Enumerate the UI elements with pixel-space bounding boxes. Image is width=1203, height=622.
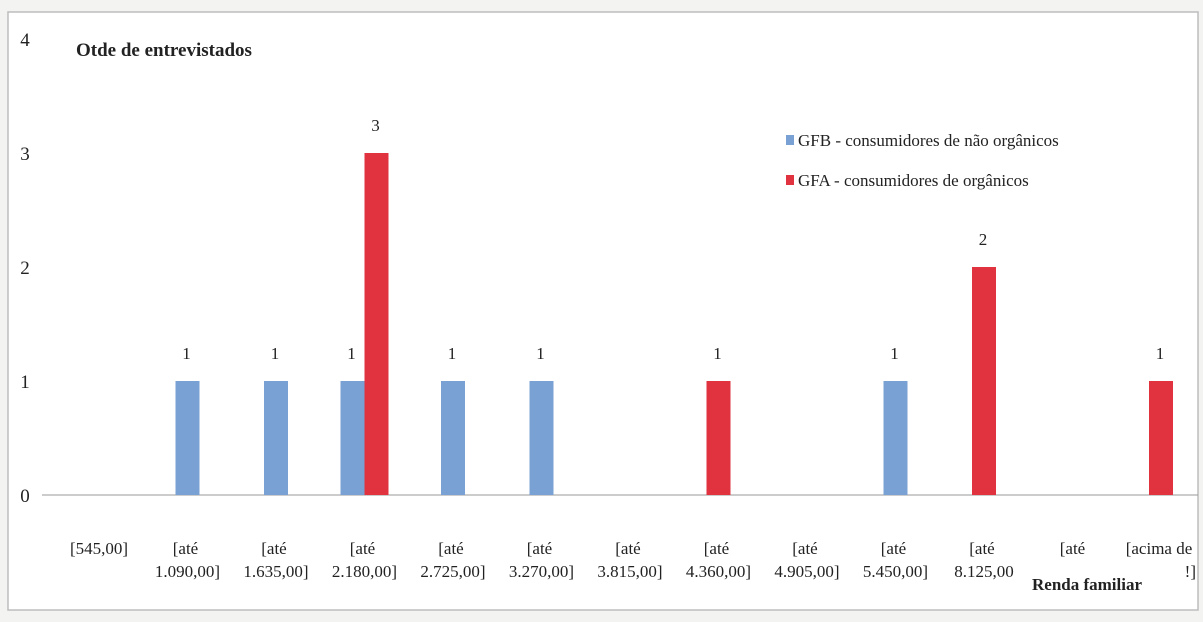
x-tick-label: 4.905,00] — [774, 562, 839, 581]
y-axis-ticks: 0 1 2 3 4 — [20, 30, 30, 507]
x-tick-label: 4.360,00] — [686, 562, 751, 581]
bar-gfb — [340, 381, 365, 495]
bars — [175, 153, 1173, 495]
x-tick-label: [545,00] — [70, 539, 128, 558]
bar-gfa — [706, 381, 731, 495]
x-tick-label: 1.635,00] — [243, 562, 308, 581]
data-label: 1 — [1156, 344, 1165, 363]
data-label: 1 — [890, 344, 899, 363]
bar-gfa — [972, 267, 996, 495]
x-tick-label: 3.270,00] — [509, 562, 574, 581]
bar-gfb — [175, 381, 200, 495]
x-tick-label: 1.090,00] — [155, 562, 220, 581]
x-tick-label: [até — [615, 539, 640, 558]
x-tick-label: [até — [881, 539, 906, 558]
x-tick-label: 2.180,00] — [332, 562, 397, 581]
legend-swatch — [786, 135, 794, 145]
bar-gfb — [264, 381, 288, 495]
chart-title: Otde de entrevistados — [76, 40, 252, 61]
x-tick-label: [até — [350, 539, 375, 558]
y-tick-label: 3 — [20, 144, 30, 165]
x-axis-title: Renda familiar — [1032, 575, 1142, 594]
data-label: 3 — [371, 116, 380, 135]
x-tick-label: [até — [527, 539, 552, 558]
y-tick-label: 2 — [20, 258, 30, 279]
data-label: 1 — [271, 344, 280, 363]
x-tick-label: [até — [438, 539, 463, 558]
data-label: 2 — [979, 230, 988, 249]
x-tick-label: [até — [704, 539, 729, 558]
x-tick-label: [até — [969, 539, 994, 558]
x-tick-label: 8.125,00 — [954, 562, 1014, 581]
category-labels: [545,00] [até 1.090,00] [até 1.635,00] [até 2.… — [70, 539, 1196, 581]
legend: GFB - consumidores de não orgânicos GFA -… — [786, 131, 1059, 190]
chart-frame — [7, 11, 1199, 611]
data-label: 1 — [347, 344, 356, 363]
data-label: 1 — [536, 344, 545, 363]
bar-gfb — [883, 381, 908, 495]
y-tick-label: 1 — [20, 372, 30, 393]
bar-gfb — [529, 381, 554, 495]
x-tick-label: 2.725,00] — [420, 562, 485, 581]
x-tick-label: [até — [261, 539, 286, 558]
x-tick-label: 3.815,00] — [597, 562, 662, 581]
x-tick-label: [até — [173, 539, 198, 558]
y-tick-label: 0 — [20, 486, 30, 507]
bar-gfb — [441, 381, 465, 495]
data-label: 1 — [448, 344, 457, 363]
x-tick-label: [até — [792, 539, 817, 558]
x-tick-label: 5.450,00] — [863, 562, 928, 581]
bar-gfa — [364, 153, 389, 495]
legend-entry: GFA - consumidores de orgânicos — [798, 171, 1029, 190]
legend-swatch — [786, 175, 794, 185]
x-tick-label: [até — [1060, 539, 1085, 558]
bar-gfa — [1149, 381, 1173, 495]
y-tick-label: 4 — [20, 30, 30, 51]
x-tick-label: [acima de — [1126, 539, 1193, 558]
data-label: 1 — [182, 344, 191, 363]
x-tick-label: !] — [1185, 562, 1196, 581]
data-label: 1 — [713, 344, 722, 363]
legend-entry: GFB - consumidores de não orgânicos — [798, 131, 1059, 150]
data-labels: 1 1 1 3 1 1 1 1 2 1 — [182, 116, 1164, 363]
